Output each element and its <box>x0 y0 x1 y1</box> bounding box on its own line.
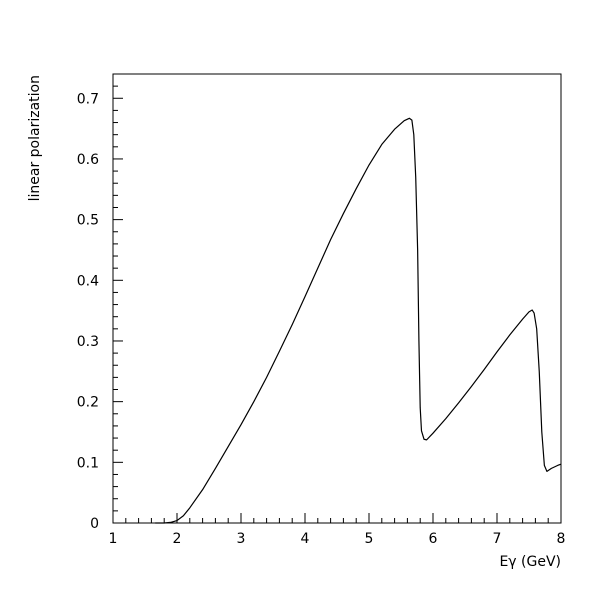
y-tick-label: 0.1 <box>77 455 99 471</box>
y-axis-label: linear polarization <box>27 75 43 201</box>
x-axis-label: Eγ (GeV) <box>499 554 561 570</box>
x-axis-tick-labels: 1 2 3 4 5 6 7 8 <box>109 531 566 547</box>
x-tick-label: 5 <box>365 531 374 547</box>
y-tick-label: 0.6 <box>77 152 99 168</box>
x-tick-label: 7 <box>493 531 502 547</box>
y-tick-label: 0.3 <box>77 334 99 350</box>
x-axis-ticks <box>112 513 562 523</box>
y-axis-ticks <box>113 73 123 524</box>
y-axis-tick-labels: 0 0.1 0.2 0.3 0.4 0.5 0.6 0.7 <box>77 91 99 532</box>
polarization-curve <box>155 117 562 524</box>
y-tick-label: 0.7 <box>77 91 99 107</box>
x-tick-label: 4 <box>301 531 310 547</box>
series-layer <box>155 117 562 524</box>
plot-frame <box>112 73 562 524</box>
x-tick-label: 6 <box>429 531 438 547</box>
y-tick-label: 0.5 <box>77 213 99 229</box>
y-tick-label: 0 <box>90 516 99 532</box>
x-tick-label: 8 <box>557 531 566 547</box>
y-tick-label: 0.4 <box>77 273 99 289</box>
x-tick-label: 3 <box>237 531 246 547</box>
x-tick-label: 2 <box>173 531 182 547</box>
y-tick-label: 0.2 <box>77 395 99 411</box>
x-tick-label: 1 <box>109 531 118 547</box>
